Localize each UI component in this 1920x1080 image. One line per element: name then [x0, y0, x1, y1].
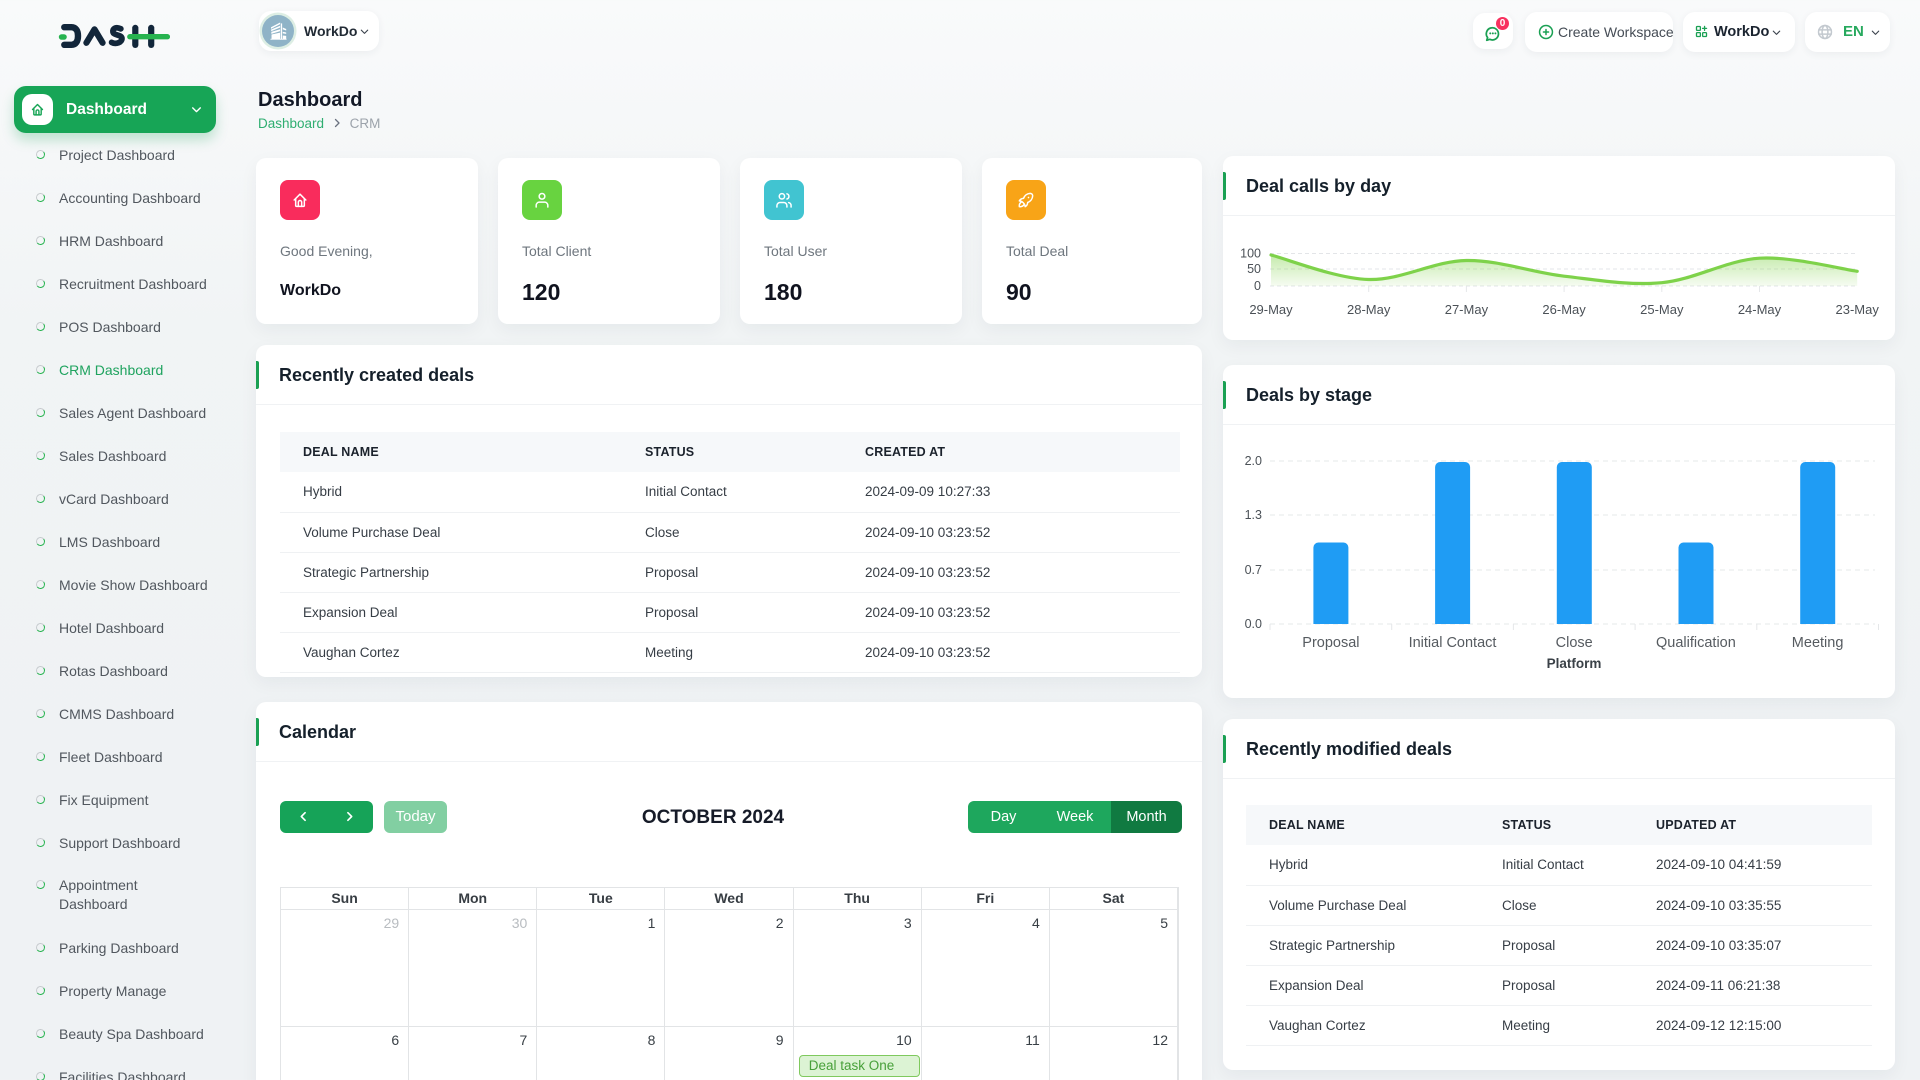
- svg-text:Meeting: Meeting: [1792, 635, 1844, 651]
- svg-text:24-May: 24-May: [1738, 302, 1782, 317]
- svg-text:27-May: 27-May: [1445, 302, 1489, 317]
- svg-text:0: 0: [1254, 279, 1261, 293]
- svg-text:23-May: 23-May: [1836, 302, 1880, 317]
- svg-text:50: 50: [1247, 262, 1261, 276]
- svg-text:100: 100: [1240, 247, 1261, 261]
- svg-text:29-May: 29-May: [1249, 302, 1293, 317]
- svg-text:2.0: 2.0: [1245, 454, 1262, 468]
- svg-text:26-May: 26-May: [1542, 302, 1586, 317]
- svg-text:0.7: 0.7: [1245, 563, 1262, 577]
- svg-text:Initial Contact: Initial Contact: [1409, 635, 1497, 651]
- svg-text:Proposal: Proposal: [1302, 635, 1359, 651]
- svg-text:28-May: 28-May: [1347, 302, 1391, 317]
- svg-text:Qualification: Qualification: [1656, 635, 1736, 651]
- svg-text:0.0: 0.0: [1245, 617, 1262, 631]
- svg-text:25-May: 25-May: [1640, 302, 1684, 317]
- svg-text:Platform: Platform: [1547, 656, 1602, 671]
- svg-text:Close: Close: [1556, 635, 1593, 651]
- svg-text:1.3: 1.3: [1245, 508, 1262, 522]
